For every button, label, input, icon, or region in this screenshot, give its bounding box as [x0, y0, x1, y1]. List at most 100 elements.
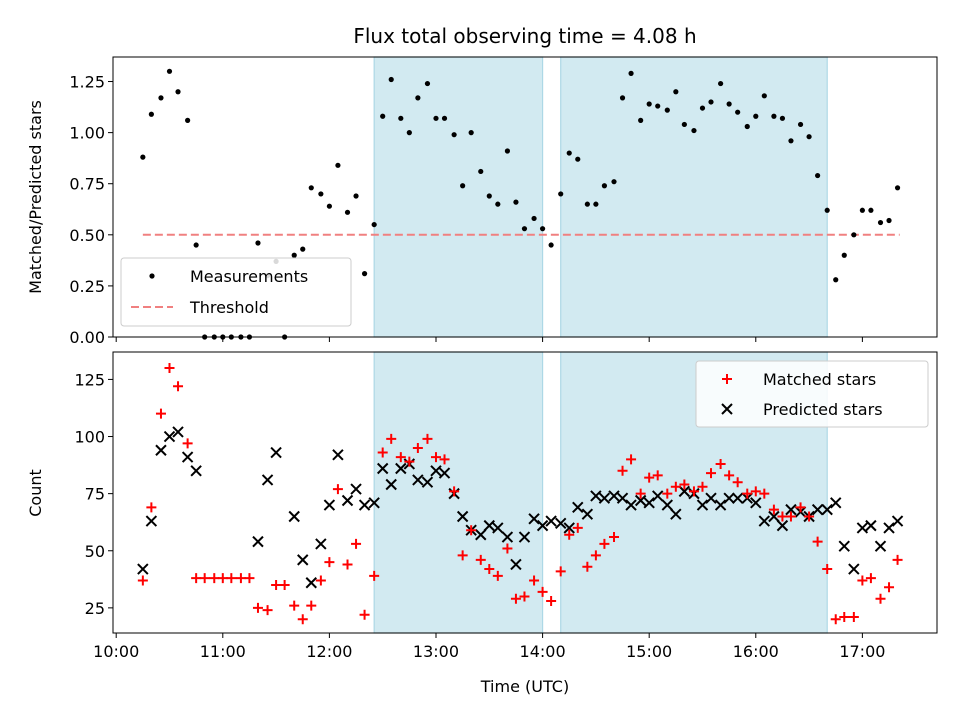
measurement-point [699, 105, 706, 111]
predicted-point [634, 494, 647, 507]
matched-point [857, 575, 868, 586]
measurement-point [894, 185, 901, 191]
predicted-point [785, 503, 797, 516]
predicted-point [758, 515, 771, 527]
predicted-point [430, 465, 442, 477]
matched-point [386, 433, 397, 444]
matched-point [164, 362, 175, 373]
measurement-point [326, 203, 332, 209]
measurement-point [460, 183, 466, 189]
predicted-point [856, 522, 869, 534]
y-tick-label: 75 [85, 485, 105, 504]
matched-point [732, 477, 743, 488]
matched-point [377, 447, 388, 458]
matched-point [617, 465, 628, 476]
y-tick-label: 1.25 [69, 73, 105, 92]
y-tick-label: 0.75 [69, 175, 105, 194]
y-tick-label: 0.50 [69, 226, 105, 245]
matched-point [217, 573, 228, 584]
measurement-point [691, 127, 697, 134]
measurement-point [761, 93, 767, 99]
x-tick-label: 15:00 [626, 642, 672, 661]
matched-point [510, 593, 521, 604]
measurement-point [521, 226, 528, 232]
y-tick-label: 0.00 [69, 328, 105, 347]
matched-point [449, 486, 460, 497]
predicted-point [172, 426, 184, 438]
predicted-point [830, 497, 842, 509]
predicted-point [145, 515, 158, 527]
matched-point [688, 486, 699, 497]
measurement-point [611, 179, 617, 185]
predicted-point [608, 490, 620, 502]
matched-point [235, 573, 246, 584]
measurement-point [504, 148, 511, 154]
measurement-point [433, 115, 439, 121]
matched-point [822, 564, 833, 575]
predicted-point [288, 510, 300, 523]
matched-point [662, 488, 673, 499]
predicted-point [768, 510, 780, 523]
measurement-point [539, 226, 546, 232]
matched-point [492, 570, 503, 581]
matched-point [289, 600, 300, 611]
measurement-point [575, 156, 581, 162]
matched-point [785, 511, 796, 522]
predicted-point [501, 531, 514, 543]
measurement-point [255, 240, 261, 246]
measurement-point [380, 113, 386, 119]
matched-point [199, 573, 210, 584]
predicted-point [731, 492, 744, 504]
measurement-point [824, 207, 830, 213]
measurement-point [815, 172, 821, 179]
matched-point [892, 554, 903, 565]
matched-point [173, 381, 184, 392]
predicted-point [421, 476, 434, 488]
measurement-point [308, 185, 314, 191]
matched-point [635, 488, 646, 499]
measurement-point [344, 209, 351, 215]
predicted-point [181, 451, 194, 463]
matched-point [226, 573, 237, 584]
matched-point [582, 561, 593, 572]
measurement-point [406, 130, 412, 136]
matched-point [599, 538, 610, 549]
matched-point [369, 570, 380, 581]
predicted-point [652, 490, 664, 502]
measurement-point [175, 89, 181, 95]
measurement-point [335, 162, 341, 168]
predicted-point [456, 510, 469, 523]
measurement-point [859, 207, 865, 213]
predicted-point [555, 517, 567, 530]
measurement-point [548, 242, 554, 248]
measurement-point [558, 191, 564, 197]
matched-point [564, 529, 575, 540]
matched-point [572, 522, 583, 533]
predicted-point [376, 462, 389, 475]
x-tick-label: 17:00 [839, 642, 885, 661]
y-tick-label: 50 [85, 542, 105, 561]
predicted-point [590, 490, 602, 502]
legend-predicted-marker [721, 403, 733, 415]
predicted-point [350, 483, 362, 495]
x-tick-label: 16:00 [733, 642, 779, 661]
measurement-point [441, 115, 448, 121]
matched-point [759, 488, 770, 499]
predicted-point [270, 446, 282, 459]
matched-point [271, 580, 282, 591]
measurement-point [424, 80, 431, 87]
matched-point [537, 586, 548, 597]
predicted-point [625, 499, 637, 511]
matched-point [430, 452, 441, 463]
predicted-point [332, 449, 344, 461]
matched-point [439, 454, 450, 465]
predicted-point [705, 492, 717, 504]
legend-predicted-label: Predicted stars [763, 400, 883, 419]
predicted-point [838, 540, 850, 552]
measurement-point [495, 201, 501, 207]
y-tick-label: 0.25 [69, 277, 105, 296]
predicted-point [848, 563, 860, 575]
x-tick-label: 11:00 [200, 642, 246, 661]
matched-point [555, 566, 566, 577]
predicted-point [412, 474, 424, 486]
